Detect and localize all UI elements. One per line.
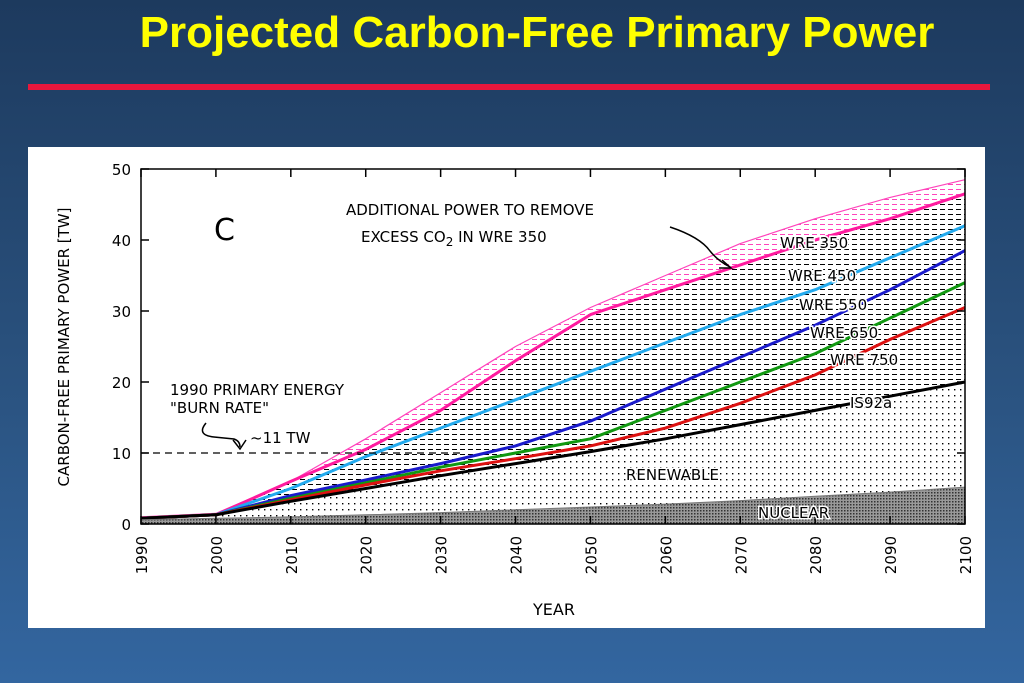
x-axis-title: YEAR — [532, 600, 575, 619]
series-line-nuclear — [140, 486, 966, 521]
label-wre350: WRE 350 — [780, 234, 848, 252]
annotation-burn-line1: 1990 PRIMARY ENERGY — [170, 381, 345, 399]
annotation-additional-line2: EXCESS CO2 IN WRE 350 — [361, 228, 547, 249]
y-tick-label: 0 — [121, 516, 131, 534]
x-tick-label: 2010 — [283, 536, 301, 574]
x-tick-label: 2080 — [807, 536, 825, 574]
x-tick-label: 2070 — [732, 536, 750, 574]
label-wre550: WRE 550 — [799, 296, 867, 314]
title-divider — [28, 84, 990, 90]
annotation-arrow-additional — [669, 226, 731, 268]
annotation-burn-line2: "BURN RATE" — [170, 399, 269, 417]
plot-frame — [140, 168, 966, 525]
series-line-wre-550 — [140, 249, 966, 520]
area-wre-band — [141, 193, 965, 519]
series-line-is92a — [140, 380, 966, 520]
annotation-arrowhead-burn — [232, 439, 247, 451]
annotation-additional-line1: ADDITIONAL POWER TO REMOVE — [346, 201, 594, 219]
x-tick-label: 1990 — [133, 536, 151, 574]
annotation-arrow-burn — [201, 422, 241, 448]
chart-panel: 0 10 20 30 40 50 1990 2000 2010 2020 2030 2040 2050 2… — [28, 147, 985, 628]
area-nuclear — [141, 487, 965, 524]
annotation-burn-value: ~11 TW — [250, 429, 311, 447]
x-tick-label: 2020 — [358, 536, 376, 574]
area-additional-power — [141, 179, 965, 519]
y-tick-label: 50 — [112, 161, 131, 179]
y-axis-title: CARBON-FREE PRIMARY POWER [TW] — [55, 208, 73, 487]
x-tick-label: 2060 — [657, 536, 675, 574]
label-is92a: IS92a — [850, 394, 892, 412]
x-tick-label: 2050 — [582, 536, 600, 574]
x-tick-label: 2090 — [882, 536, 900, 574]
series-line-wre-350 — [140, 192, 966, 520]
label-wre650: WRE 650 — [810, 324, 878, 342]
label-renewable: RENEWABLE — [626, 466, 719, 484]
label-nuclear: NUCLEAR — [758, 504, 829, 522]
series-line-wre-450 — [140, 224, 966, 520]
slide-title: Projected Carbon-Free Primary Power — [139, 8, 935, 57]
label-wre750: WRE 750 — [830, 351, 898, 369]
x-tick-label: 2100 — [957, 536, 975, 574]
series-lines — [140, 179, 966, 521]
x-tick-label: 2040 — [508, 536, 526, 574]
panel-letter: C — [214, 213, 235, 248]
stacked-areas — [141, 179, 965, 524]
y-tick-label: 40 — [112, 232, 131, 250]
area-renewable — [141, 382, 965, 520]
x-tick-label: 2030 — [433, 536, 451, 574]
label-wre450: WRE 450 — [788, 267, 856, 285]
y-tick-label: 30 — [112, 303, 131, 321]
y-tick-label: 20 — [112, 374, 131, 392]
x-tick-label: 2000 — [208, 536, 226, 574]
annotation-arrowhead-additional — [719, 259, 733, 269]
y-tick-label: 10 — [112, 445, 131, 463]
